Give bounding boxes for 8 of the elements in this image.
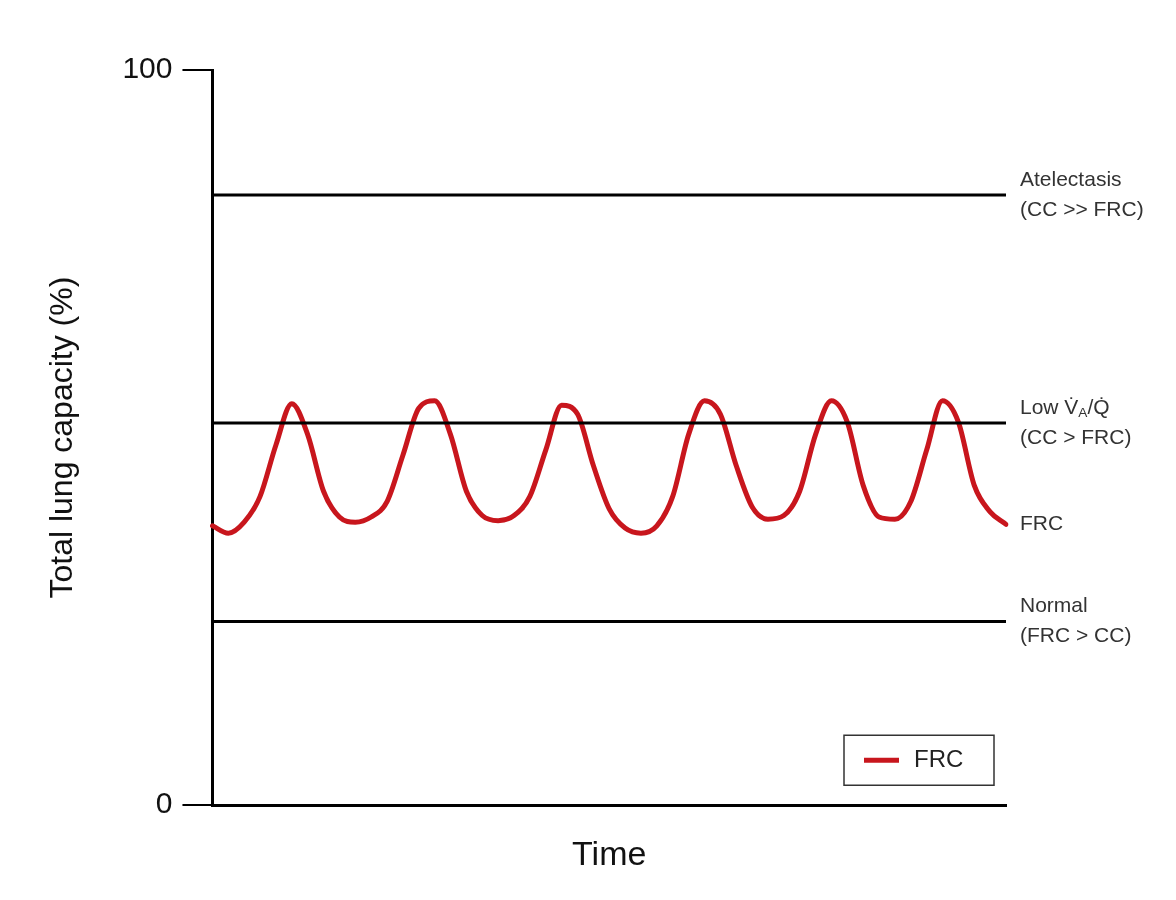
y-tick-label: 100	[122, 51, 173, 85]
ref-line-label: Atelectasis (CC >> FRC)	[1020, 166, 1144, 220]
legend-label: FRC	[914, 744, 964, 772]
y-tick-label: 0	[155, 786, 173, 820]
text: FRC	[1020, 511, 1064, 535]
y-axis-title: Total lung capacity (%)	[43, 276, 80, 599]
ref-line-label: Normal (FRC > CC)	[1020, 593, 1132, 647]
x-axis-title: Time	[572, 833, 647, 872]
